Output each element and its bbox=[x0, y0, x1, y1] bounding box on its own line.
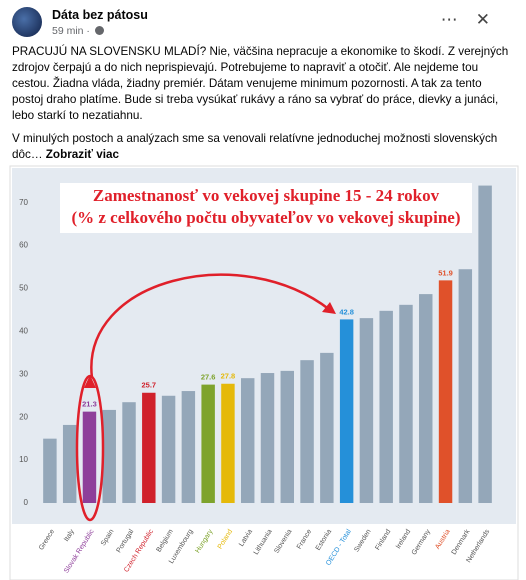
arrow-head bbox=[322, 302, 336, 314]
bar bbox=[201, 384, 215, 503]
title-box bbox=[60, 183, 472, 233]
value-label: 25.7 bbox=[141, 381, 156, 390]
bar bbox=[62, 424, 77, 503]
y-tick-label: 40 bbox=[19, 327, 28, 336]
chart-subtitle: (% z celkového počtu obyvateľov vo vekov… bbox=[71, 208, 460, 227]
bar bbox=[438, 280, 453, 503]
post-text: PRACUJÚ NA SLOVENSKU MLADÍ? Nie, väčšina… bbox=[12, 44, 512, 170]
post-actions: ⋯✕ bbox=[441, 10, 508, 30]
bar bbox=[43, 438, 57, 503]
avatar[interactable] bbox=[12, 7, 42, 37]
paragraph-text: V minulých postoch a analýzach sme sa ve… bbox=[12, 132, 498, 161]
bar bbox=[82, 411, 97, 503]
bar bbox=[122, 402, 136, 503]
y-tick-label: 20 bbox=[19, 412, 28, 421]
bar bbox=[399, 304, 413, 503]
bar bbox=[359, 318, 374, 503]
y-tick-label: 10 bbox=[19, 455, 28, 464]
bar bbox=[379, 310, 393, 503]
bar bbox=[280, 370, 295, 503]
time[interactable]: 59 min · bbox=[52, 25, 90, 37]
y-tick-label: 60 bbox=[19, 241, 28, 250]
value-label: 42.8 bbox=[339, 307, 354, 316]
value-label: 21.3 bbox=[82, 400, 97, 409]
bar bbox=[478, 185, 492, 503]
see-more[interactable]: Zobraziť viac bbox=[45, 148, 119, 161]
y-tick-label: 70 bbox=[19, 198, 28, 207]
y-tick-label: 0 bbox=[24, 498, 29, 507]
bar bbox=[260, 373, 275, 503]
more-button[interactable]: ⋯ bbox=[440, 10, 476, 29]
value-label: 27.8 bbox=[221, 372, 236, 381]
bar bbox=[458, 269, 473, 503]
bar bbox=[300, 360, 314, 503]
bar bbox=[339, 319, 354, 503]
bar bbox=[181, 391, 196, 503]
y-tick-label: 30 bbox=[19, 369, 28, 378]
post-meta: 59 min · bbox=[52, 25, 104, 37]
value-label: 51.9 bbox=[438, 268, 453, 277]
bar bbox=[320, 352, 334, 503]
value-label: 27.6 bbox=[201, 373, 216, 382]
bar bbox=[161, 395, 176, 503]
bar bbox=[142, 392, 156, 503]
bar bbox=[240, 378, 255, 503]
author[interactable]: Dáta bez pátosu bbox=[52, 8, 148, 22]
paragraph: PRACUJÚ NA SLOVENSKU MLADÍ? Nie, väčšina… bbox=[12, 45, 509, 122]
y-tick-label: 50 bbox=[19, 284, 28, 293]
chart-title: Zamestnanosť vo vekovej skupine 15 - 24 … bbox=[93, 186, 440, 205]
close-button[interactable]: ✕ bbox=[475, 10, 508, 29]
bar bbox=[419, 294, 433, 503]
bar bbox=[102, 409, 116, 503]
annotation-arrow bbox=[90, 273, 331, 379]
privacy-icon bbox=[94, 26, 104, 35]
arrow-head bbox=[84, 375, 96, 388]
paragraph: V minulých postoch a analýzach sme sa ve… bbox=[12, 131, 512, 163]
bar bbox=[221, 383, 235, 503]
